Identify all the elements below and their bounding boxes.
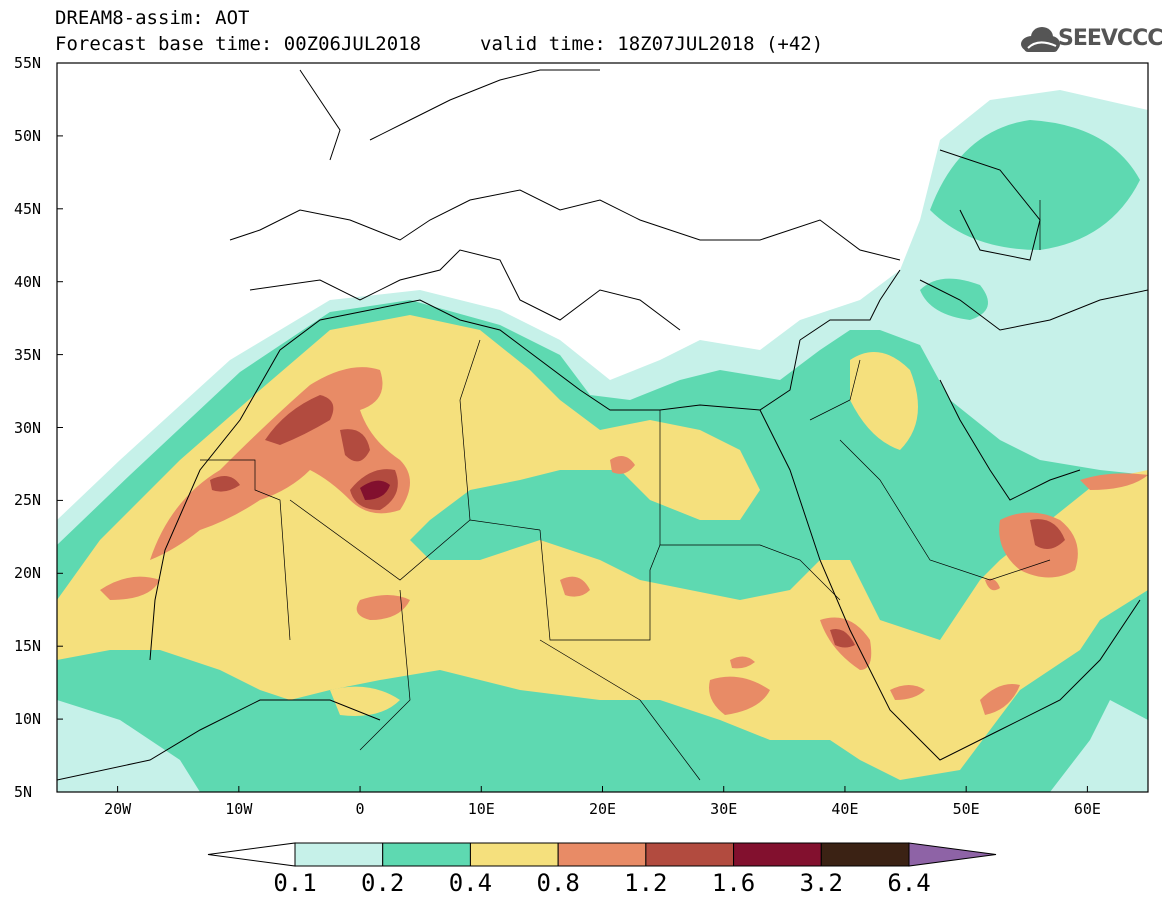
lat-label: 20N	[14, 564, 42, 583]
lon-label: 60E	[1073, 800, 1101, 818]
aot-band-1.2	[210, 395, 1065, 648]
lat-label: 10N	[14, 710, 42, 729]
cloud-logo-icon	[1021, 27, 1060, 52]
lon-label: 0	[355, 800, 365, 818]
lat-label: 50N	[14, 126, 42, 145]
lon-label: 50E	[952, 800, 980, 818]
valid-time: valid time: 18Z07JUL2018 (+42)	[480, 33, 824, 55]
aot-band-1.6	[360, 480, 390, 500]
lon-label: 20W	[104, 800, 132, 818]
lon-label: 20E	[588, 800, 617, 818]
lat-label: 40N	[14, 272, 42, 291]
coastlines	[57, 69, 1148, 781]
lat-label: 55N	[14, 54, 42, 72]
lon-label: 30E	[710, 800, 738, 818]
colorbar-label: 0.2	[361, 869, 405, 897]
lon-label: 10W	[225, 800, 253, 818]
lat-label: 15N	[14, 637, 42, 656]
colorbar-label: 1.6	[711, 869, 756, 897]
title-line-2: Forecast base time: 00Z06JUL2018	[55, 33, 422, 55]
lon-label: 40E	[831, 800, 859, 818]
colorbar-label: 3.2	[799, 869, 843, 897]
lat-label: 5N	[14, 783, 33, 801]
lon-label: 10E	[467, 800, 495, 818]
lat-label: 25N	[14, 491, 42, 510]
lat-label: 35N	[14, 345, 42, 364]
colorbar-label: 6.4	[887, 869, 931, 897]
country-borders	[200, 200, 1051, 781]
lat-label: 45N	[14, 199, 42, 218]
colorbar-label: 0.8	[536, 869, 580, 897]
colorbar-label: 0.4	[448, 869, 493, 897]
lat-label: 30N	[14, 418, 42, 437]
colorbar-label: 0.1	[273, 869, 317, 897]
title-line-1: DREAM8-assim: AOT	[55, 7, 250, 29]
colorbar-label: 1.2	[624, 869, 668, 897]
logo-text: SEEVCCC	[1058, 26, 1163, 51]
